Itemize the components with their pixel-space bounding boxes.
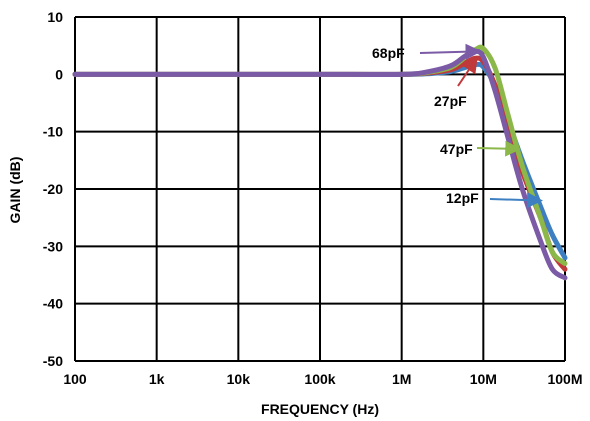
- x-tick-label: 10k: [227, 371, 251, 387]
- x-tick-label: 100k: [304, 371, 335, 387]
- annotation-arrow-47pF: [477, 148, 517, 149]
- y-tick-label: -30: [43, 238, 63, 254]
- y-tick-label: -10: [43, 124, 63, 140]
- grid: [75, 17, 565, 361]
- y-tick-label: -20: [43, 181, 63, 197]
- x-tick-label: 10M: [470, 371, 497, 387]
- y-tick-label: 0: [55, 66, 63, 82]
- annotation-label-27pF: 27pF: [434, 93, 467, 109]
- annotation-label-47pF: 47pF: [440, 141, 473, 157]
- annotation-label-12pF: 12pF: [446, 190, 479, 206]
- y-axis-title: GAIN (dB): [7, 157, 23, 224]
- y-tick-label: -40: [43, 296, 63, 312]
- x-tick-label: 100M: [547, 371, 582, 387]
- annotation-label-68pF: 68pF: [372, 45, 405, 61]
- x-tick-label: 100: [63, 371, 87, 387]
- x-axis-title: FREQUENCY (Hz): [261, 401, 379, 417]
- x-tick-label: 1M: [392, 371, 411, 387]
- y-tick-label: 10: [47, 9, 63, 25]
- x-tick-label: 1k: [149, 371, 165, 387]
- y-tick-label: -50: [43, 353, 63, 369]
